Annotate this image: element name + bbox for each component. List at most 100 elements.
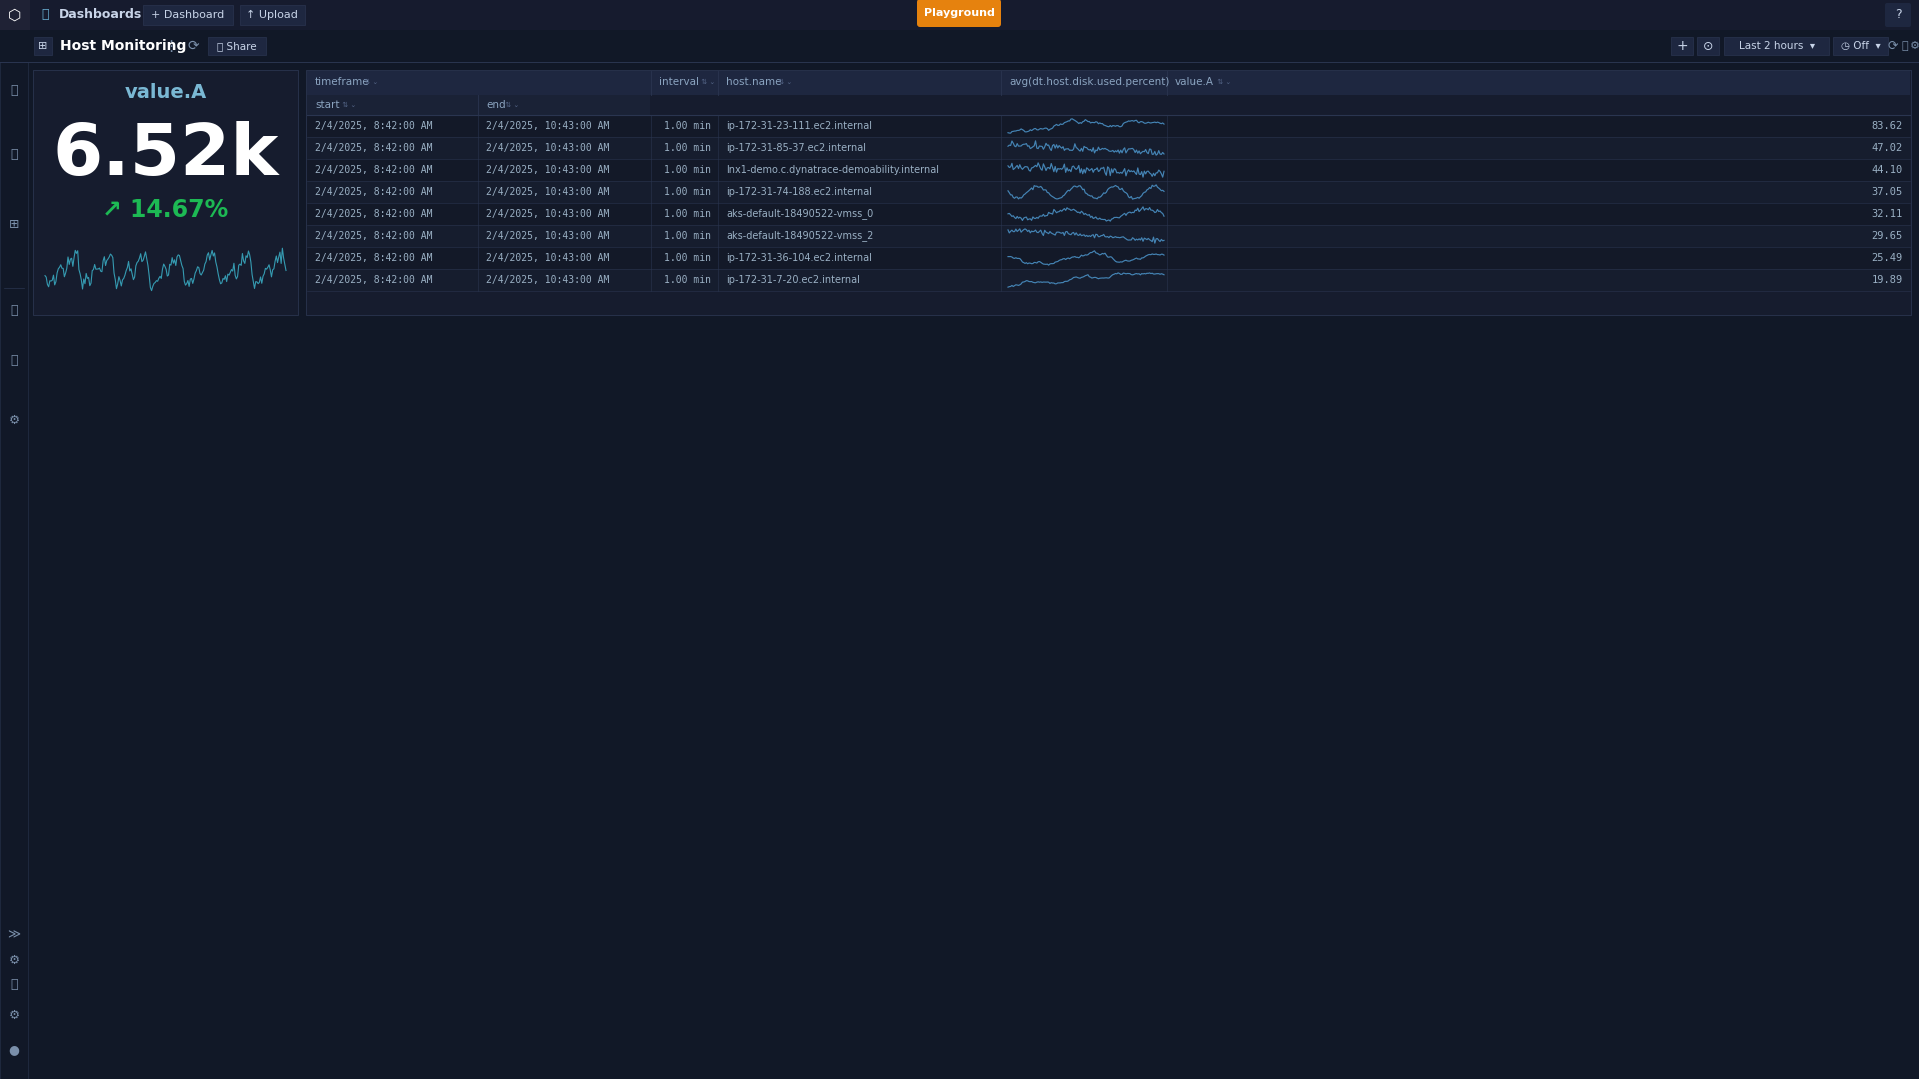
Bar <box>305 70 1911 315</box>
Text: ●: ● <box>8 1043 19 1056</box>
Text: ⇅ ⌄: ⇅ ⌄ <box>775 79 793 85</box>
Text: value.A: value.A <box>125 82 207 101</box>
Bar <box>307 269 1909 291</box>
Text: ⇅ ⌄: ⇅ ⌄ <box>1215 79 1232 85</box>
Text: ⏱: ⏱ <box>1902 41 1907 51</box>
Text: 32.11: 32.11 <box>1871 209 1904 219</box>
Bar <box>307 137 1909 159</box>
Text: 47.02: 47.02 <box>1871 144 1904 153</box>
Text: ⊙: ⊙ <box>1702 40 1714 53</box>
Bar <box>307 226 1909 247</box>
Text: 2/4/2025, 10:43:00 AM: 2/4/2025, 10:43:00 AM <box>486 165 610 175</box>
Text: Playground: Playground <box>923 8 994 18</box>
Text: ⚙: ⚙ <box>8 413 19 426</box>
Text: ip-172-31-7-20.ec2.internal: ip-172-31-7-20.ec2.internal <box>725 275 860 285</box>
Text: end: end <box>486 100 505 110</box>
Text: 1.00 min: 1.00 min <box>664 275 712 285</box>
Text: +: + <box>1675 39 1689 53</box>
Text: 2/4/2025, 10:43:00 AM: 2/4/2025, 10:43:00 AM <box>486 209 610 219</box>
Text: ⚙: ⚙ <box>8 1009 19 1022</box>
Bar <box>0 0 1919 30</box>
Bar <box>307 95 651 115</box>
Text: 2/4/2025, 8:42:00 AM: 2/4/2025, 8:42:00 AM <box>315 231 432 241</box>
Text: ⌄: ⌄ <box>1190 79 1197 85</box>
Text: Dashboards: Dashboards <box>58 9 142 22</box>
Text: ⇅ ⌄: ⇅ ⌄ <box>699 79 716 85</box>
Text: 2/4/2025, 8:42:00 AM: 2/4/2025, 8:42:00 AM <box>315 144 432 153</box>
Text: 2/4/2025, 10:43:00 AM: 2/4/2025, 10:43:00 AM <box>486 187 610 197</box>
Text: ⇅ ⌄: ⇅ ⌄ <box>363 79 378 85</box>
Bar <box>1833 37 1888 55</box>
Text: 2/4/2025, 8:42:00 AM: 2/4/2025, 8:42:00 AM <box>315 121 432 131</box>
Text: 2/4/2025, 10:43:00 AM: 2/4/2025, 10:43:00 AM <box>486 275 610 285</box>
Bar <box>1696 37 1719 55</box>
Text: 6.52k: 6.52k <box>52 121 278 190</box>
Text: + Dashboard: + Dashboard <box>152 10 225 21</box>
Bar <box>307 247 1909 269</box>
Text: ip-172-31-74-188.ec2.internal: ip-172-31-74-188.ec2.internal <box>725 187 871 197</box>
Bar <box>1723 37 1829 55</box>
Text: 🌐: 🌐 <box>10 149 17 162</box>
Bar <box>307 115 1909 137</box>
Text: Last 2 hours  ▾: Last 2 hours ▾ <box>1739 41 1815 51</box>
Text: ⊞: ⊞ <box>10 219 19 232</box>
Text: 1.00 min: 1.00 min <box>664 209 712 219</box>
Text: interval: interval <box>658 77 699 87</box>
Text: avg(dt.host.disk.used.percent): avg(dt.host.disk.used.percent) <box>1009 77 1169 87</box>
Text: 83.62: 83.62 <box>1871 121 1904 131</box>
Text: host.name: host.name <box>725 77 781 87</box>
Text: 2/4/2025, 8:42:00 AM: 2/4/2025, 8:42:00 AM <box>315 209 432 219</box>
Text: 🔒 Share: 🔒 Share <box>217 41 257 51</box>
Text: ≫: ≫ <box>8 929 21 942</box>
Text: ↑ Upload: ↑ Upload <box>246 10 297 21</box>
FancyBboxPatch shape <box>1884 3 1911 27</box>
Text: ↗ 14.67%: ↗ 14.67% <box>102 199 228 222</box>
Text: 1.00 min: 1.00 min <box>664 165 712 175</box>
Text: ip-172-31-36-104.ec2.internal: ip-172-31-36-104.ec2.internal <box>725 252 871 263</box>
Text: ⊞: ⊞ <box>38 41 48 51</box>
Text: ?: ? <box>1894 9 1902 22</box>
Text: 2/4/2025, 8:42:00 AM: 2/4/2025, 8:42:00 AM <box>315 275 432 285</box>
Text: ⚙: ⚙ <box>1909 41 1919 51</box>
Text: 2/4/2025, 8:42:00 AM: 2/4/2025, 8:42:00 AM <box>315 252 432 263</box>
Text: ⟳: ⟳ <box>1888 40 1898 53</box>
Bar <box>0 30 1919 62</box>
Text: ip-172-31-23-111.ec2.internal: ip-172-31-23-111.ec2.internal <box>725 121 871 131</box>
Text: timeframe: timeframe <box>315 77 370 87</box>
Bar <box>0 0 31 30</box>
Text: 1.00 min: 1.00 min <box>664 144 712 153</box>
Bar <box>240 5 305 25</box>
Text: value.A: value.A <box>1174 77 1215 87</box>
Bar <box>307 159 1909 181</box>
FancyBboxPatch shape <box>917 0 1002 27</box>
Bar <box>207 37 267 55</box>
Text: 1.00 min: 1.00 min <box>664 121 712 131</box>
Text: 🔍: 🔍 <box>10 83 17 96</box>
Bar <box>307 181 1909 203</box>
Text: 2/4/2025, 10:43:00 AM: 2/4/2025, 10:43:00 AM <box>486 231 610 241</box>
Text: 2/4/2025, 10:43:00 AM: 2/4/2025, 10:43:00 AM <box>486 252 610 263</box>
Text: 44.10: 44.10 <box>1871 165 1904 175</box>
Text: Host Monitoring: Host Monitoring <box>59 39 186 53</box>
Bar <box>1671 37 1693 55</box>
Text: 2/4/2025, 10:43:00 AM: 2/4/2025, 10:43:00 AM <box>486 144 610 153</box>
Text: 1.00 min: 1.00 min <box>664 187 712 197</box>
Text: 29.65: 29.65 <box>1871 231 1904 241</box>
Text: ⚙: ⚙ <box>8 954 19 967</box>
Text: 2/4/2025, 8:42:00 AM: 2/4/2025, 8:42:00 AM <box>315 165 432 175</box>
Text: 2/4/2025, 10:43:00 AM: 2/4/2025, 10:43:00 AM <box>486 121 610 131</box>
Text: 2/4/2025, 8:42:00 AM: 2/4/2025, 8:42:00 AM <box>315 187 432 197</box>
Bar <box>307 203 1909 226</box>
Text: 📋: 📋 <box>10 354 17 367</box>
Text: 📊: 📊 <box>40 9 48 22</box>
Text: aks-default-18490522-vmss_2: aks-default-18490522-vmss_2 <box>725 231 873 242</box>
Text: ip-172-31-85-37.ec2.internal: ip-172-31-85-37.ec2.internal <box>725 144 865 153</box>
Text: ⬡: ⬡ <box>8 8 21 23</box>
Text: ⟳: ⟳ <box>188 39 200 53</box>
Text: ⇅ ⌄: ⇅ ⌄ <box>503 103 520 108</box>
Text: lnx1-demo.c.dynatrace-demoability.internal: lnx1-demo.c.dynatrace-demoability.intern… <box>725 165 938 175</box>
Text: 19.89: 19.89 <box>1871 275 1904 285</box>
Text: 📊: 📊 <box>10 979 17 992</box>
Text: 1.00 min: 1.00 min <box>664 252 712 263</box>
Bar <box>144 5 232 25</box>
